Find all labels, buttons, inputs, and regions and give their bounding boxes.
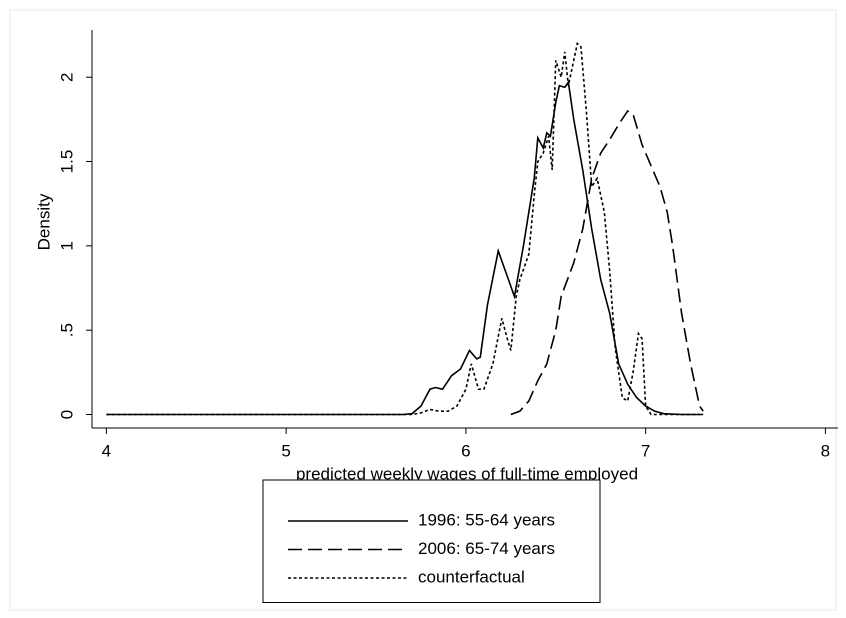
legend-label: counterfactual [418,567,525,586]
x-tick-label: 5 [281,441,290,460]
legend-box [262,479,601,603]
legend-label: 2006: 65-74 years [418,539,555,558]
x-tick-label: 4 [102,441,111,460]
y-tick-label: 2 [57,72,76,81]
legend-label: 1996: 55-64 years [418,510,555,529]
y-tick-label: 0 [57,410,76,419]
y-tick-label: 1 [57,241,76,250]
density-line [106,41,700,416]
x-tick-label: 8 [821,441,830,460]
density-line [510,109,704,416]
y-tick-label: 1.5 [57,150,76,174]
x-tick-label: 6 [461,441,470,460]
x-axis-label: predicted weekly wages of full-time empl… [296,464,638,483]
y-axis-label: Density [34,193,53,250]
x-tick-label: 7 [641,441,650,460]
y-tick-label: .5 [57,323,76,337]
density-line [106,80,704,416]
